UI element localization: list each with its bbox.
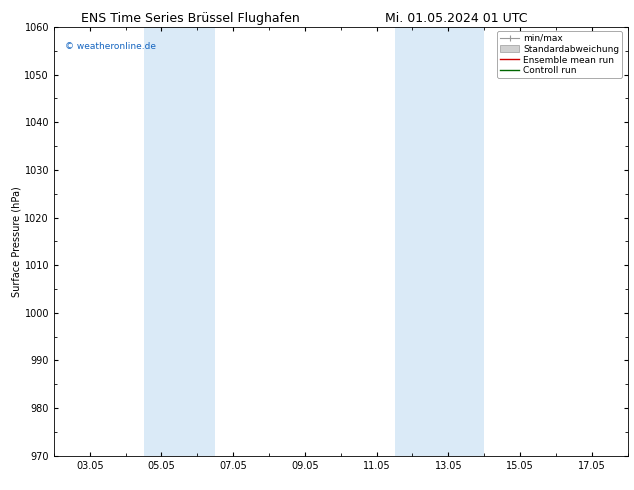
Text: ENS Time Series Brüssel Flughafen: ENS Time Series Brüssel Flughafen	[81, 12, 300, 25]
Bar	[394, 27, 484, 456]
Text: © weatheronline.de: © weatheronline.de	[65, 42, 157, 51]
Text: Mi. 01.05.2024 01 UTC: Mi. 01.05.2024 01 UTC	[385, 12, 527, 25]
Bar	[143, 27, 216, 456]
Legend: min/max, Standardabweichung, Ensemble mean run, Controll run: min/max, Standardabweichung, Ensemble me…	[497, 31, 622, 78]
Y-axis label: Surface Pressure (hPa): Surface Pressure (hPa)	[11, 186, 22, 297]
